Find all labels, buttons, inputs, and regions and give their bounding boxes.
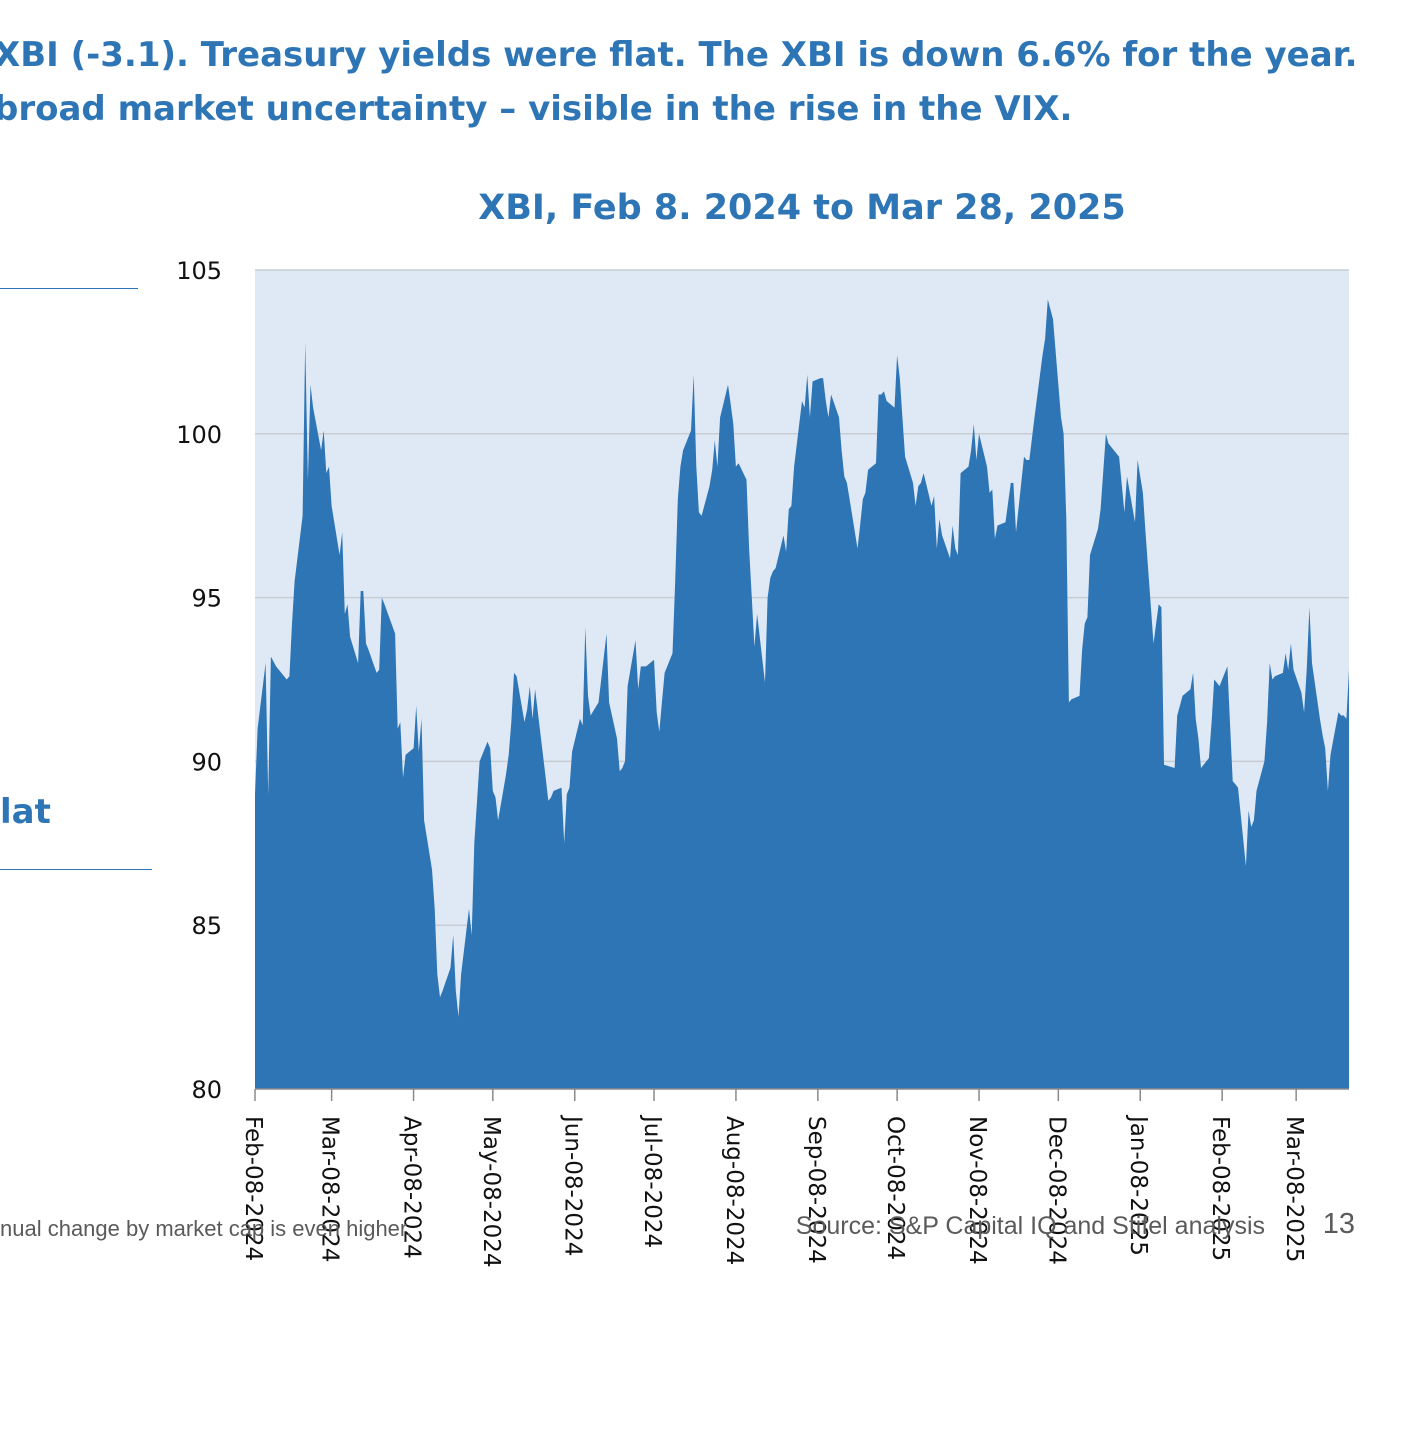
- x-tick-label-Mar-08-2025: Mar-08-2025: [1281, 1116, 1307, 1262]
- page-number: 13: [1322, 1208, 1355, 1240]
- x-tick-label-Nov-08-2024: Nov-08-2024: [964, 1116, 990, 1265]
- headline-line-1: XBI (-3.1). Treasury yields were flat. T…: [0, 35, 1358, 75]
- xbi-price-area: [255, 299, 1349, 1089]
- x-tick-label-Feb-08-2025: Feb-08-2025: [1207, 1116, 1233, 1261]
- y-tick-label-105: 105: [176, 257, 222, 285]
- source-note: Source: S&P Capital IQ and Stifel analys…: [795, 1212, 1265, 1240]
- x-tick-label-May-08-2024: May-08-2024: [478, 1116, 504, 1268]
- y-tick-label-85: 85: [191, 912, 222, 940]
- x-tick-label-Mar-08-2024: Mar-08-2024: [317, 1116, 343, 1262]
- x-tick-label-Feb-08-2024: Feb-08-2024: [240, 1116, 266, 1261]
- headline: XBI (-3.1). Treasury yields were flat. T…: [0, 28, 1358, 136]
- x-tick-label-Aug-08-2024: Aug-08-2024: [721, 1116, 747, 1265]
- headline-line-2: broad market uncertainty – visible in th…: [0, 89, 1073, 129]
- y-tick-label-80: 80: [191, 1076, 222, 1104]
- x-axis: Feb-08-2024 Mar-08-2024 Apr-08-2024 May-08-…: [240, 1088, 1349, 1268]
- x-tick-label-Oct-08-2024: Oct-08-2024: [882, 1116, 908, 1260]
- x-tick-label-Apr-08-2024: Apr-08-2024: [399, 1116, 425, 1259]
- xbi-area-chart: 80 85 90 95 100 105 Feb-08-2024 Mar-08-2024 Apr…: [176, 257, 1349, 1268]
- left-panel-heading-fragment: lat: [0, 792, 51, 832]
- x-tick-label-Jun-08-2024: Jun-08-2024: [560, 1114, 586, 1256]
- chart-title: XBI, Feb 8. 2024 to Mar 28, 2025: [478, 188, 1126, 228]
- y-axis: 80 85 90 95 100 105: [176, 257, 222, 1104]
- y-tick-label-90: 90: [191, 748, 222, 776]
- x-tick-label-Dec-08-2024: Dec-08-2024: [1043, 1116, 1069, 1265]
- footnote: nual change by market cap is even higher…: [0, 1216, 413, 1241]
- y-tick-label-100: 100: [176, 421, 222, 449]
- left-panel-divider-top: [0, 288, 138, 289]
- x-tick-label-Jan-08-2025: Jan-08-2025: [1125, 1114, 1151, 1256]
- x-tick-label-Jul-08-2024: Jul-08-2024: [639, 1114, 665, 1248]
- left-panel-divider-bottom: [0, 869, 152, 870]
- y-tick-label-95: 95: [191, 585, 222, 613]
- x-tick-label-Sep-08-2024: Sep-08-2024: [803, 1116, 829, 1264]
